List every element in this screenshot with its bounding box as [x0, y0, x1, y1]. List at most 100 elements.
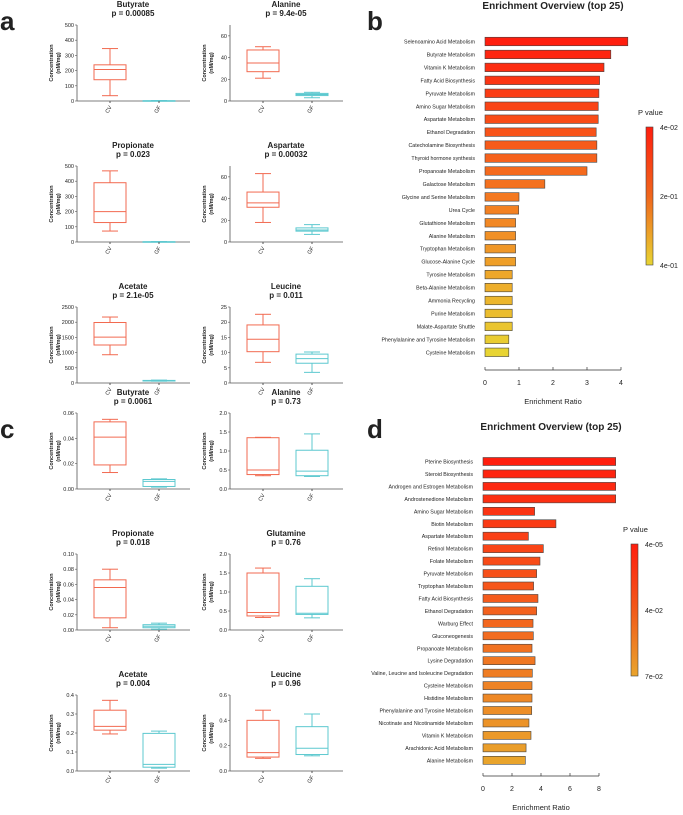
- y-tick-label: 0: [224, 240, 227, 246]
- category-label: Galactose Metabolism: [423, 182, 476, 188]
- y-tick-label: 1.0: [219, 449, 227, 455]
- category-label: Urea Cycle: [449, 208, 475, 214]
- y-tick-label: 2500: [62, 305, 74, 311]
- y-tick-label: 0.0: [219, 487, 227, 493]
- category-label: Glutathione Metabolism: [419, 221, 475, 227]
- bar: [482, 469, 616, 479]
- y-tick-label: 0.0: [219, 769, 227, 775]
- y-axis-label-line: (nM/mg): [56, 52, 62, 74]
- x-tick-label: GF: [307, 104, 316, 114]
- box-gf: [295, 578, 329, 619]
- x-tick-label: CV: [258, 105, 267, 115]
- category-label: Fatty Acid Biosynthesis: [419, 596, 474, 602]
- plot-title: Glutamine: [266, 529, 306, 538]
- y-tick-label: 0: [224, 99, 227, 105]
- bar: [482, 706, 533, 715]
- box-gf: [295, 713, 329, 757]
- category-label: Amino Sugar Metabolism: [414, 509, 474, 515]
- y-tick-label: 0.08: [63, 567, 74, 573]
- y-tick-label: 2000: [62, 320, 74, 326]
- x-tick-label: GF: [307, 245, 316, 255]
- y-tick-label: 0: [71, 99, 74, 105]
- y-tick-label: 0.0: [219, 628, 227, 634]
- y-axis-label-line: (nM/mg): [209, 334, 215, 356]
- category-label: Androgen and Estrogen Metabolism: [388, 484, 473, 490]
- y-tick-label: 20: [221, 77, 227, 83]
- colorbar-tick-label: 2e-01: [660, 194, 678, 201]
- y-tick-label: 0.02: [63, 462, 74, 468]
- bar: [482, 594, 539, 603]
- category-label: Malate-Aspartate Shuttle: [417, 324, 475, 330]
- x-tick-label: GF: [154, 492, 163, 502]
- p-value: p = 0.73: [271, 397, 301, 406]
- bar: [482, 643, 533, 653]
- y-tick-label: 500: [65, 23, 74, 29]
- category-label: Catecholamine Biosynthesis: [408, 143, 475, 149]
- y-tick-label: 5: [224, 366, 227, 372]
- p-value: p = 0.00085: [112, 9, 155, 18]
- bar: [484, 153, 598, 163]
- category-label: Fatty Acid Biosynthesis: [421, 78, 476, 84]
- panel-label-b: b: [367, 6, 383, 36]
- y-tick-label: 0: [71, 240, 74, 246]
- box-iqr: [142, 732, 176, 768]
- y-tick-label: 0.04: [63, 598, 74, 604]
- category-label: Androstenedione Metabolism: [404, 497, 473, 503]
- y-tick-label: 200: [65, 210, 74, 216]
- bar: [484, 166, 588, 176]
- x-tick-label: GF: [154, 774, 163, 784]
- y-tick-label: 1.5: [219, 571, 227, 577]
- bar: [484, 295, 513, 306]
- x-axis-label: Enrichment Ratio: [512, 803, 570, 812]
- y-tick-label: 1500: [62, 335, 74, 341]
- category-label: Retinol Metabolism: [428, 547, 474, 553]
- category-label: Arachidonic Acid Metabolism: [405, 746, 473, 752]
- category-label: Biotin Metabolism: [431, 522, 473, 528]
- y-tick-label: 20: [221, 218, 227, 224]
- bar: [484, 308, 513, 319]
- category-label: Alanine Metabolism: [429, 234, 476, 240]
- category-label: Phenylalanine and Tyrosine Metabolism: [381, 337, 475, 343]
- bar: [482, 693, 533, 703]
- colorbar-tick-label: 7e-02: [645, 674, 663, 681]
- category-label: Tryptophan Metabolism: [420, 247, 476, 253]
- y-tick-label: 0.5: [219, 468, 227, 474]
- box-iqr: [93, 64, 127, 81]
- y-tick-label: 0.06: [63, 582, 74, 588]
- y-tick-label: 60: [221, 175, 227, 181]
- p-value: p = 9.4e-05: [265, 9, 307, 18]
- y-tick-label: 100: [65, 84, 74, 90]
- y-tick-label: 15: [221, 335, 227, 341]
- bar: [482, 519, 557, 529]
- category-label: Pyruvate Metabolism: [424, 572, 474, 578]
- bar: [482, 619, 534, 628]
- y-axis-label: Concentration(nM/mg): [202, 714, 215, 752]
- box-cv: [246, 46, 280, 79]
- p-value: p = 0.018: [116, 538, 151, 547]
- bar: [484, 244, 516, 254]
- x-tick-label: GF: [307, 774, 316, 784]
- colorbar-tick-label: 4e-02: [645, 608, 663, 615]
- legend-title: P value: [623, 525, 648, 534]
- x-tick-label: GF: [307, 492, 316, 502]
- x-tick-label: CV: [105, 634, 114, 644]
- x-tick-label: CV: [105, 246, 114, 256]
- category-label: Aspartate Metabolism: [422, 534, 474, 540]
- category-label: Gluconeogenesis: [432, 634, 473, 640]
- y-axis-label-line: Concentration: [49, 44, 55, 82]
- bar: [484, 205, 519, 215]
- bar: [484, 270, 513, 280]
- x-tick-label: GF: [154, 245, 163, 255]
- y-axis-label-line: Concentration: [202, 573, 208, 611]
- x-tick-label: GF: [154, 386, 163, 396]
- x-tick-label: CV: [258, 634, 267, 644]
- bar: [484, 231, 516, 241]
- chart-title: Enrichment Overview (top 25): [480, 422, 621, 433]
